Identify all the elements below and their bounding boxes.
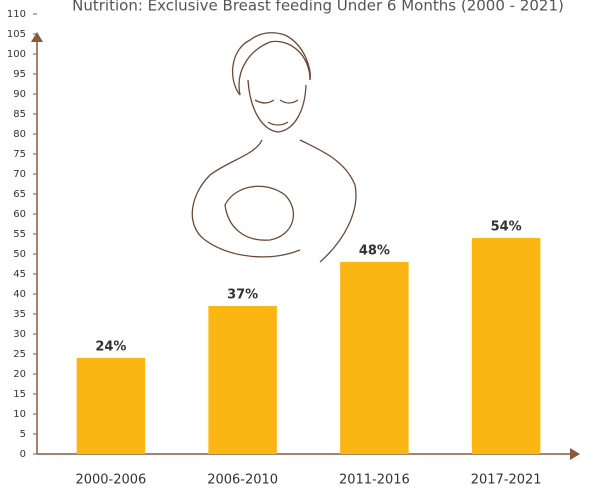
page: {"chart_data": {"type": "bar", "title": … xyxy=(0,0,608,490)
y-tick-label: 70 xyxy=(13,169,26,180)
bar xyxy=(77,358,146,454)
y-tick-label: 15 xyxy=(13,389,26,400)
y-tick-label: 100 xyxy=(7,49,26,60)
bar xyxy=(340,262,409,454)
chart: Nutrition: Exclusive Breast feeding Unde… xyxy=(0,0,608,490)
y-tick-label: 30 xyxy=(13,329,26,340)
y-tick-label: 60 xyxy=(13,209,26,220)
y-tick-label: 45 xyxy=(13,269,26,280)
y-tick-label: 40 xyxy=(13,289,26,300)
y-tick-label: 80 xyxy=(13,129,26,140)
x-tick-label: 2000-2006 xyxy=(75,473,146,488)
value-label: 48% xyxy=(359,244,390,259)
illustration xyxy=(192,33,356,262)
value-label: 54% xyxy=(491,220,522,235)
value-label: 37% xyxy=(227,288,258,303)
y-tick-label: 35 xyxy=(13,309,26,320)
y-tick-label: 20 xyxy=(13,369,26,380)
x-tick-label: 2017-2021 xyxy=(471,473,542,488)
y-tick-label: 50 xyxy=(13,249,26,260)
y-tick-label: 5 xyxy=(20,429,26,440)
bar xyxy=(208,306,277,454)
value-label: 24% xyxy=(95,340,126,355)
y-tick-label: 90 xyxy=(13,89,26,100)
bar xyxy=(472,238,541,454)
y-tick-label: 65 xyxy=(13,189,26,200)
chart-title: Nutrition: Exclusive Breast feeding Unde… xyxy=(72,0,564,15)
x-tick-label: 2011-2016 xyxy=(339,473,410,488)
y-tick-label: 0 xyxy=(20,449,26,460)
x-tick-label: 2006-2010 xyxy=(207,473,278,488)
y-tick-label: 25 xyxy=(13,349,26,360)
y-tick-label: 105 xyxy=(7,29,26,40)
y-tick-label: 95 xyxy=(13,69,26,80)
y-tick-label: 75 xyxy=(13,149,26,160)
y-tick-label: 55 xyxy=(13,229,26,240)
y-tick-label: 85 xyxy=(13,109,26,120)
y-tick-label: 10 xyxy=(13,409,26,420)
y-tick-label: 110 xyxy=(7,9,26,20)
